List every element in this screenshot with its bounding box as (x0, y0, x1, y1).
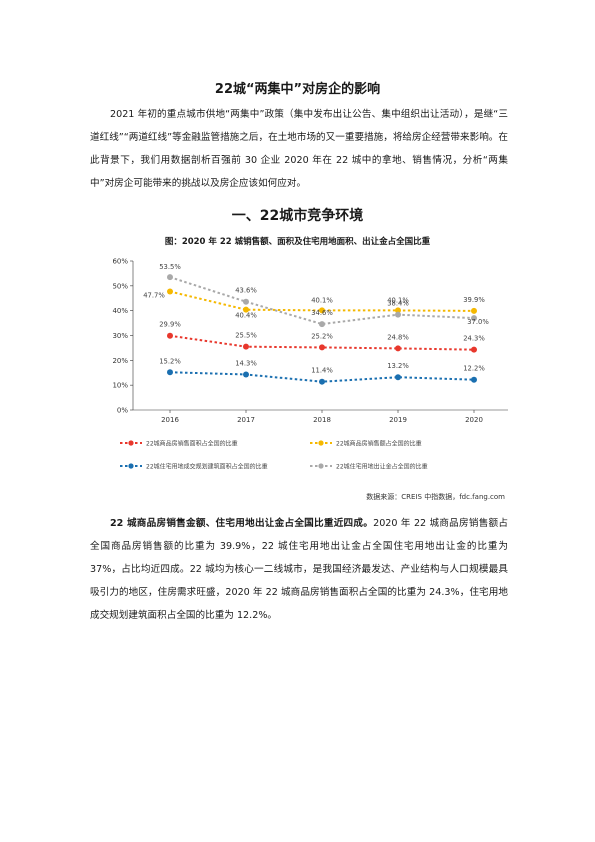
x-tick-label: 2017 (237, 416, 255, 424)
legend-marker (128, 440, 134, 446)
data-point (471, 315, 477, 322)
y-tick-label: 10% (112, 382, 128, 390)
legend-marker (128, 463, 134, 469)
legend-label: 22城住宅用地成交规划建筑面积占全国的比重 (146, 463, 268, 471)
legend-marker (318, 463, 324, 469)
summary-paragraph: 22 城商品房销售金额、住宅用地出让金占全国比重近四成。2020 年 22 城商… (90, 512, 508, 627)
legend-marker (318, 440, 324, 446)
data-source: 数据来源：CREIS 中指数据，fdc.fang.com (366, 493, 505, 501)
data-label: 25.2% (311, 332, 333, 340)
data-point (319, 307, 325, 314)
x-tick-label: 2020 (465, 416, 483, 424)
data-point (167, 332, 173, 339)
data-point (471, 376, 477, 383)
summary-lead: 22 城商品房销售金额、住宅用地出让金占全国比重近四成。 (110, 518, 374, 529)
legend-label: 22城商品房销售面积占全国的比重 (146, 440, 238, 448)
data-point (395, 374, 401, 381)
x-tick-label: 2019 (389, 416, 407, 424)
data-point (243, 371, 249, 378)
data-label: 40.4% (235, 312, 257, 320)
data-label: 37.0% (467, 318, 489, 326)
data-point (395, 307, 401, 314)
data-point (243, 306, 249, 313)
data-label: 14.3% (235, 359, 257, 367)
series-line (169, 290, 475, 312)
series-line (169, 276, 475, 326)
data-label: 15.2% (159, 357, 181, 365)
data-point (319, 321, 325, 328)
data-label: 47.7% (143, 292, 165, 300)
data-label: 12.2% (463, 365, 485, 373)
data-point (395, 345, 401, 352)
data-label: 53.5% (159, 263, 181, 271)
y-tick-label: 0% (117, 407, 128, 415)
data-point (167, 274, 173, 281)
figure-title: 图：2020 年 22 城销售额、面积及住宅用地面积、出让金占全国比重 (164, 237, 431, 247)
data-label: 34.6% (311, 309, 333, 317)
x-tick-label: 2016 (161, 416, 179, 424)
data-point (471, 346, 477, 353)
y-tick-label: 40% (112, 307, 128, 315)
legend-label: 22城商品房销售额占全国的比重 (336, 440, 422, 448)
line-chart: 0% 10% 20% 30% 40% 50% 60% 2016 2017 2018 2019 2020… (112, 258, 508, 471)
legend-label: 22城住宅用地出让金占全国的比重 (336, 463, 428, 471)
data-point (395, 311, 401, 318)
data-label: 38.4% (387, 300, 409, 308)
y-tick-label: 20% (112, 357, 128, 365)
series-line (169, 334, 475, 351)
data-label: 39.9% (463, 296, 485, 304)
data-point (167, 369, 173, 376)
data-label: 40.1% (387, 296, 409, 304)
section-heading: 一、22城市竞争环境 (231, 208, 364, 224)
data-label: 24.8% (387, 333, 409, 341)
data-point (471, 307, 477, 314)
intro-text: 2021 年初的重点城市供地“两集中”政策（集中发布出让公告、集中组织出让活动）… (90, 109, 508, 189)
data-label: 40.1% (311, 296, 333, 304)
data-point (319, 378, 325, 385)
data-label: 24.3% (463, 335, 485, 343)
data-label: 11.4% (311, 367, 333, 375)
data-point (243, 298, 249, 305)
y-tick-label: 50% (112, 282, 128, 290)
x-tick-label: 2018 (313, 416, 331, 424)
summary-body: 2020 年 22 城商品房销售额占全国商品房销售额的比重为 39.9%，22 … (90, 518, 508, 621)
page-title: 22城“两集中”对房企的影响 (214, 82, 381, 97)
data-label: 25.5% (235, 332, 257, 340)
data-point (243, 343, 249, 350)
data-point (167, 288, 173, 295)
data-label: 13.2% (387, 362, 409, 370)
data-point (319, 344, 325, 351)
y-tick-label: 30% (112, 332, 128, 340)
data-label: 43.6% (235, 287, 257, 295)
intro-paragraph: 2021 年初的重点城市供地“两集中”政策（集中发布出让公告、集中组织出让活动）… (90, 103, 508, 195)
y-tick-label: 60% (112, 258, 128, 266)
data-label: 29.9% (159, 321, 181, 329)
